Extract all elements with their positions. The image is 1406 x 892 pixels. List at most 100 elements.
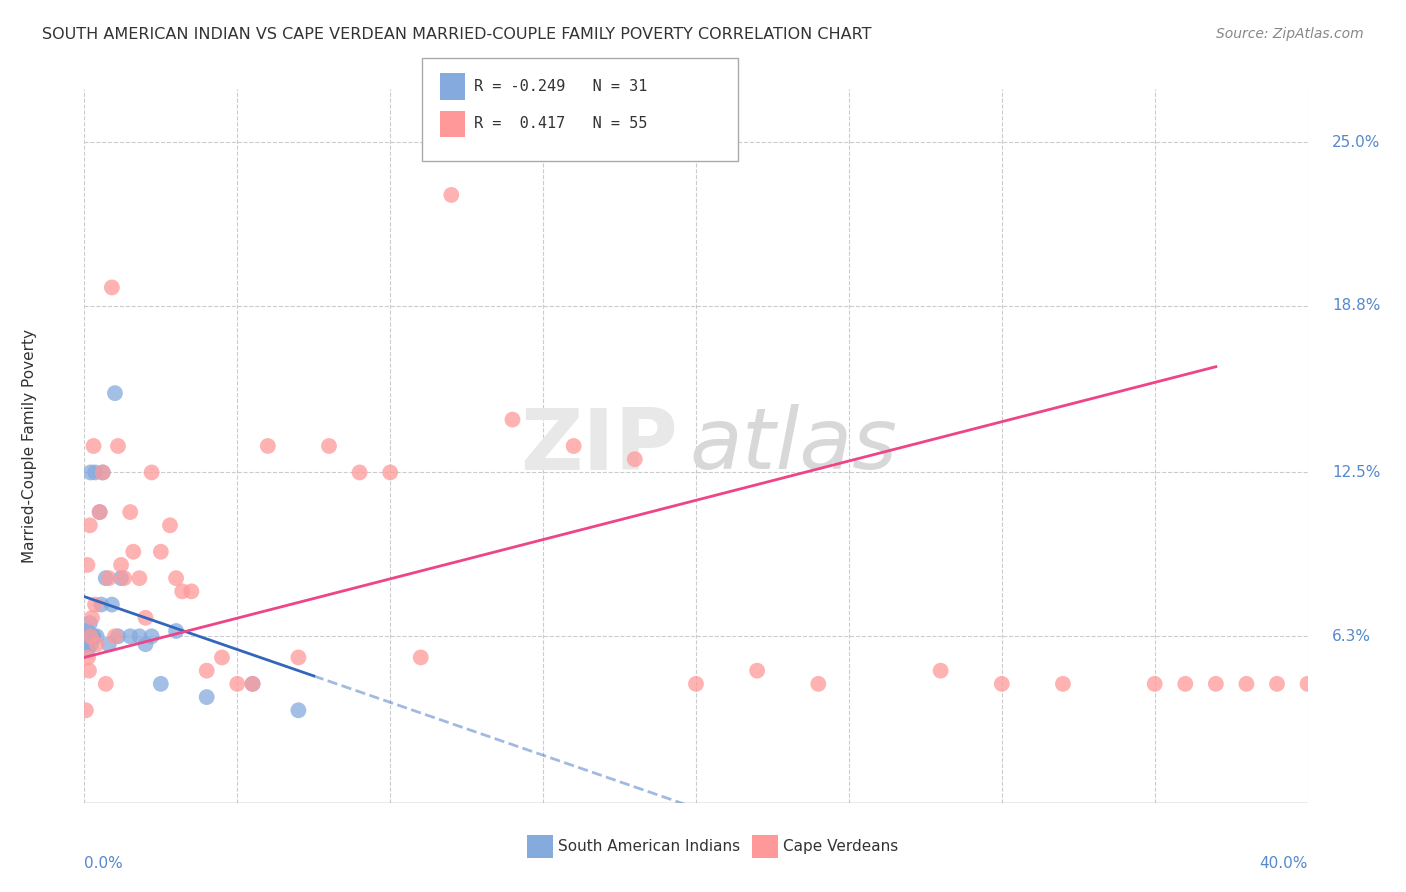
Point [97,637,120,651]
Point [75,629,97,643]
Point [1052,677,1074,691]
Point [120,505,142,519]
Text: 18.8%: 18.8% [1331,299,1381,313]
Point [195,690,218,704]
Point [195,664,218,678]
Point [242,677,264,691]
Point [84,598,107,612]
Point [165,571,187,585]
Point [80,611,103,625]
Point [86,637,108,651]
Point [242,677,264,691]
Text: 6.3%: 6.3% [1331,629,1371,644]
Point [104,629,127,643]
Point [91,466,114,480]
Point [287,650,309,665]
Point [97,571,120,585]
Text: 0.0%: 0.0% [84,855,124,871]
Point [318,439,340,453]
Point [82,629,104,643]
Text: ZIP: ZIP [520,404,678,488]
Point [86,629,108,643]
Point [77,650,100,665]
Point [76,558,98,572]
Point [990,677,1012,691]
Point [120,629,142,643]
Point [172,584,194,599]
Point [226,677,249,691]
Point [141,629,163,643]
Point [135,611,157,625]
Text: 40.0%: 40.0% [1260,855,1308,871]
Text: R = -0.249   N = 31: R = -0.249 N = 31 [474,79,647,94]
Point [257,439,280,453]
Point [83,439,105,453]
Point [94,677,117,691]
Text: SOUTH AMERICAN INDIAN VS CAPE VERDEAN MARRIED-COUPLE FAMILY POVERTY CORRELATION : SOUTH AMERICAN INDIAN VS CAPE VERDEAN MA… [42,27,872,42]
Point [101,280,124,294]
Point [380,466,402,480]
Point [149,545,172,559]
Point [107,629,129,643]
Text: 12.5%: 12.5% [1331,465,1381,480]
Text: Married-Couple Family Poverty: Married-Couple Family Poverty [22,329,37,563]
Point [180,584,202,599]
Point [77,629,100,643]
Point [1174,677,1197,691]
Text: Cape Verdeans: Cape Verdeans [783,839,898,854]
Point [624,452,647,467]
Point [211,650,233,665]
Point [76,637,98,651]
Point [128,571,150,585]
Point [84,466,107,480]
Point [1296,677,1319,691]
Point [159,518,181,533]
Point [104,386,127,401]
Point [94,571,117,585]
Point [409,650,432,665]
Point [79,518,101,533]
Point [79,616,101,631]
Point [128,629,150,643]
Point [1143,677,1166,691]
Text: 25.0%: 25.0% [1331,135,1381,150]
Point [76,624,98,638]
Point [110,571,132,585]
Point [501,412,523,426]
Point [112,571,135,585]
Point [80,637,103,651]
Point [1234,677,1257,691]
Point [807,677,830,691]
Point [745,664,768,678]
Point [135,637,157,651]
Point [91,466,114,480]
Point [141,466,163,480]
Point [83,629,105,643]
Point [165,624,187,638]
Text: South American Indians: South American Indians [558,839,741,854]
Point [349,466,371,480]
Point [685,677,707,691]
Point [79,629,101,643]
Text: Source: ZipAtlas.com: Source: ZipAtlas.com [1216,27,1364,41]
Point [110,558,132,572]
Point [89,505,111,519]
Point [122,545,145,559]
Point [107,439,129,453]
Point [287,703,309,717]
Point [80,629,103,643]
Point [149,677,172,691]
Point [77,642,100,657]
Point [79,466,101,480]
Point [101,598,124,612]
Point [1265,677,1288,691]
Point [562,439,585,453]
Text: R =  0.417   N = 55: R = 0.417 N = 55 [474,117,647,131]
Point [440,188,463,202]
Point [1205,677,1227,691]
Point [89,505,111,519]
Point [77,664,100,678]
Point [75,703,97,717]
Point [929,664,952,678]
Text: atlas: atlas [690,404,898,488]
